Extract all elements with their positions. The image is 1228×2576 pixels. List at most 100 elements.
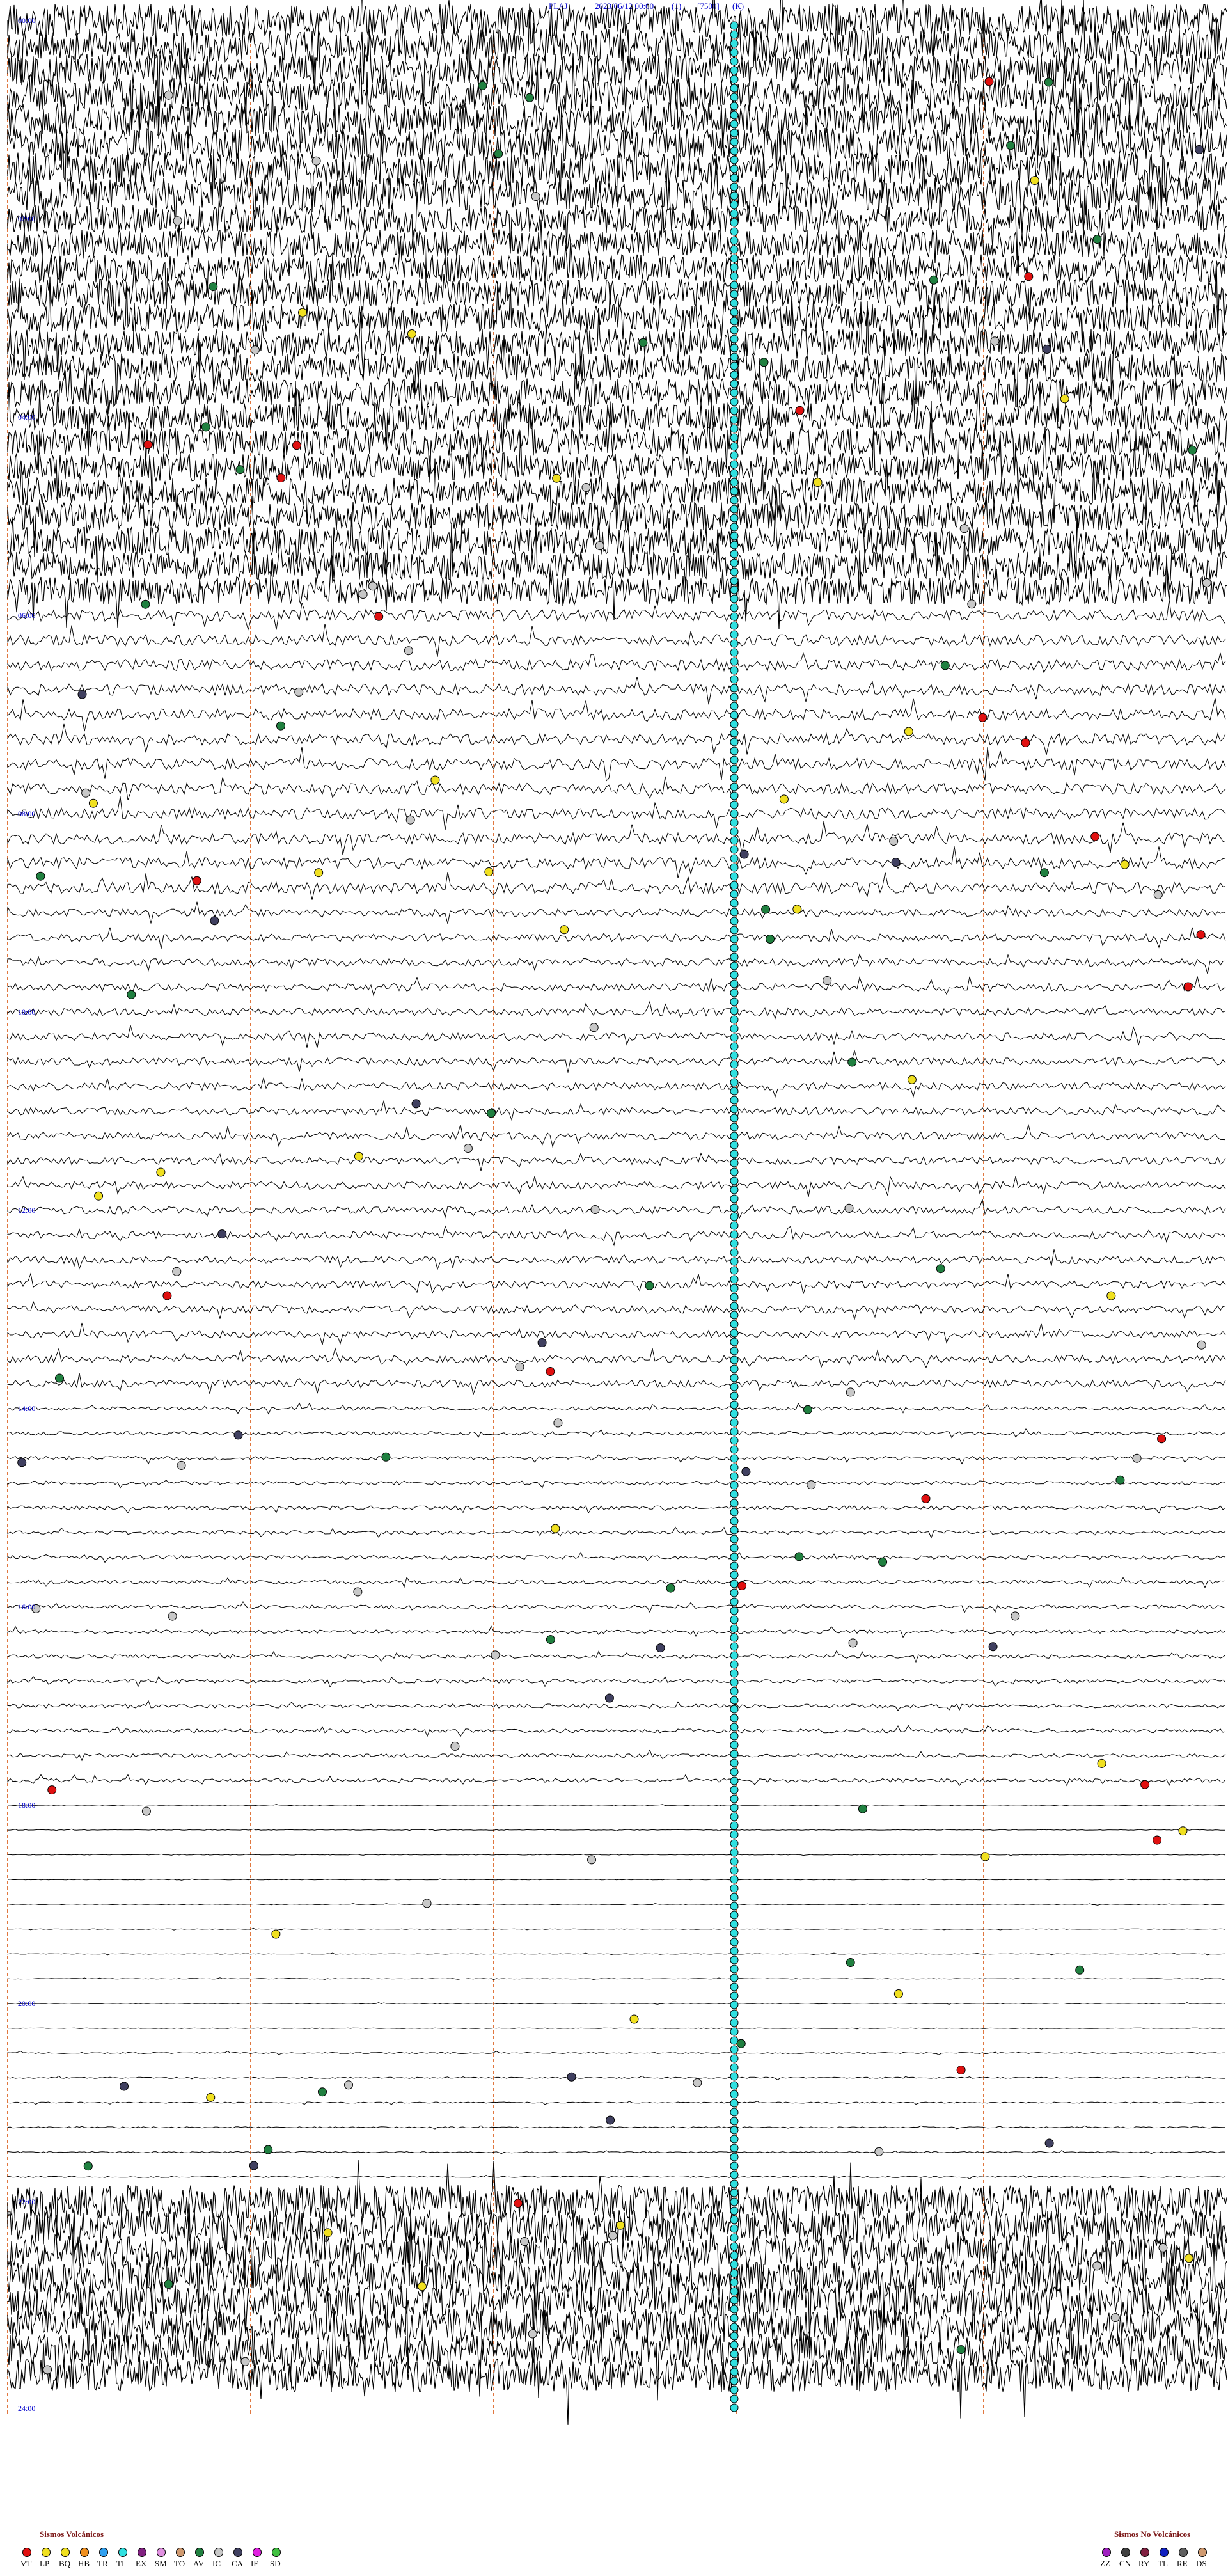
event-marker-ti: [730, 1042, 739, 1051]
event-marker-ti: [730, 129, 739, 138]
legend-swatch-ds: [1198, 2548, 1207, 2557]
event-marker-ic: [141, 1806, 151, 1816]
event-marker-ti: [730, 39, 739, 48]
seismic-trace-row: [7, 2101, 1226, 2105]
event-marker-ic: [31, 1604, 41, 1613]
legend-non-volcanic-title: Sismos No Volcánicos: [1114, 2529, 1190, 2539]
seismic-trace-row: [7, 1454, 1226, 1465]
seismic-trace-row: [7, 1428, 1226, 1439]
event-marker-ti: [730, 988, 739, 997]
legend-swatch-ti: [118, 2548, 127, 2557]
event-marker-ti: [730, 2153, 739, 2161]
event-marker-ti: [730, 2081, 739, 2090]
event-marker-ti: [730, 66, 739, 75]
event-marker-ti: [730, 2117, 739, 2126]
event-marker-ti: [730, 1051, 739, 1060]
legend-label-ds: DS: [1196, 2559, 1207, 2568]
seismic-trace-row: [7, 1480, 1226, 1489]
event-marker-ti: [730, 720, 739, 729]
event-marker-av: [318, 2087, 327, 2097]
event-marker-ti: [730, 2197, 739, 2206]
event-marker-ti: [730, 1544, 739, 1553]
legend-swatch-ca: [233, 2548, 242, 2557]
event-marker-ti: [730, 120, 739, 129]
seismic-trace-row: [7, 1152, 1226, 1171]
event-marker-ti: [730, 57, 739, 66]
event-marker-ti: [730, 1741, 739, 1750]
event-marker-ti: [730, 1848, 739, 1857]
event-marker-av: [940, 661, 950, 670]
event-marker-ti: [730, 1257, 739, 1266]
event-marker-ti: [730, 1167, 739, 1176]
event-marker-ti: [730, 666, 739, 675]
event-marker-ic: [531, 192, 540, 201]
event-marker-ic: [1011, 1611, 1020, 1621]
event-marker-ti: [730, 1982, 739, 1991]
event-marker-ti: [730, 702, 739, 711]
event-marker-ti: [730, 1436, 739, 1445]
event-marker-av: [956, 2345, 966, 2355]
event-marker-ti: [730, 1347, 739, 1355]
seismic-trace-row: [7, 846, 1226, 878]
event-marker-ti: [730, 496, 739, 505]
event-marker-ti: [730, 1561, 739, 1570]
event-marker-ic: [520, 2237, 530, 2246]
seismic-trace-row: [7, 400, 1227, 483]
event-marker-av: [164, 2279, 173, 2289]
event-marker-ic: [164, 90, 173, 100]
event-marker-av: [525, 93, 535, 102]
event-marker-ti: [730, 48, 739, 57]
event-marker-ti: [730, 729, 739, 738]
event-marker-ti: [730, 1141, 739, 1150]
event-marker-ic: [959, 524, 969, 533]
seismic-trace-row: [7, 97, 1227, 190]
event-marker-ti: [730, 361, 739, 370]
event-marker-ti: [730, 639, 739, 648]
event-marker-ti: [730, 1758, 739, 1767]
event-marker-av: [235, 465, 245, 475]
event-marker-ti: [730, 138, 739, 146]
event-marker-ti: [730, 2242, 739, 2251]
seismic-trace-row: [7, 1576, 1226, 1589]
event-marker-ti: [730, 899, 739, 908]
seismic-trace-row: [7, 2232, 1227, 2323]
legend-label-to: TO: [174, 2559, 185, 2568]
event-marker-ti: [730, 1006, 739, 1015]
seismic-trace-row: [7, 353, 1227, 433]
event-marker-ti: [730, 1964, 739, 1973]
event-marker-av: [1188, 445, 1197, 455]
event-marker-ti: [730, 2009, 739, 2018]
event-marker-ti: [730, 2054, 739, 2063]
event-marker-ic: [1202, 578, 1211, 587]
event-marker-ic: [693, 2078, 702, 2087]
seismic-trace-row: [7, 1373, 1226, 1396]
legend-label-ti: TI: [116, 2559, 124, 2568]
event-marker-ti: [730, 388, 739, 397]
event-marker-ti: [730, 397, 739, 406]
event-marker-vt: [1153, 1835, 1162, 1845]
seismic-trace-row: [7, 504, 1227, 583]
seismic-trace-row: [7, 1347, 1226, 1369]
legend-swatch-if: [253, 2548, 262, 2557]
event-marker-ti: [730, 1203, 739, 1212]
event-marker-ic: [967, 599, 977, 609]
seismic-trace-row: [7, 2252, 1227, 2351]
seismic-trace-row: [7, 1249, 1226, 1270]
event-marker-lp: [323, 2228, 333, 2238]
event-marker-ti: [730, 1857, 739, 1866]
event-marker-ti: [730, 1212, 739, 1221]
event-marker-ti: [730, 845, 739, 854]
event-marker-vt: [1140, 1780, 1150, 1789]
event-marker-av: [209, 282, 218, 292]
seismic-trace-row: [7, 2027, 1226, 2030]
seismic-trace-row: [7, 1804, 1226, 1806]
event-marker-ti: [730, 1893, 739, 1902]
event-marker-ic: [177, 1460, 186, 1470]
event-marker-ti: [730, 2099, 739, 2108]
event-marker-lp: [792, 905, 802, 914]
time-label: 14:00: [18, 1404, 35, 1413]
event-marker-ti: [730, 442, 739, 451]
event-marker-ti: [730, 782, 739, 791]
event-marker-av: [546, 1635, 555, 1645]
